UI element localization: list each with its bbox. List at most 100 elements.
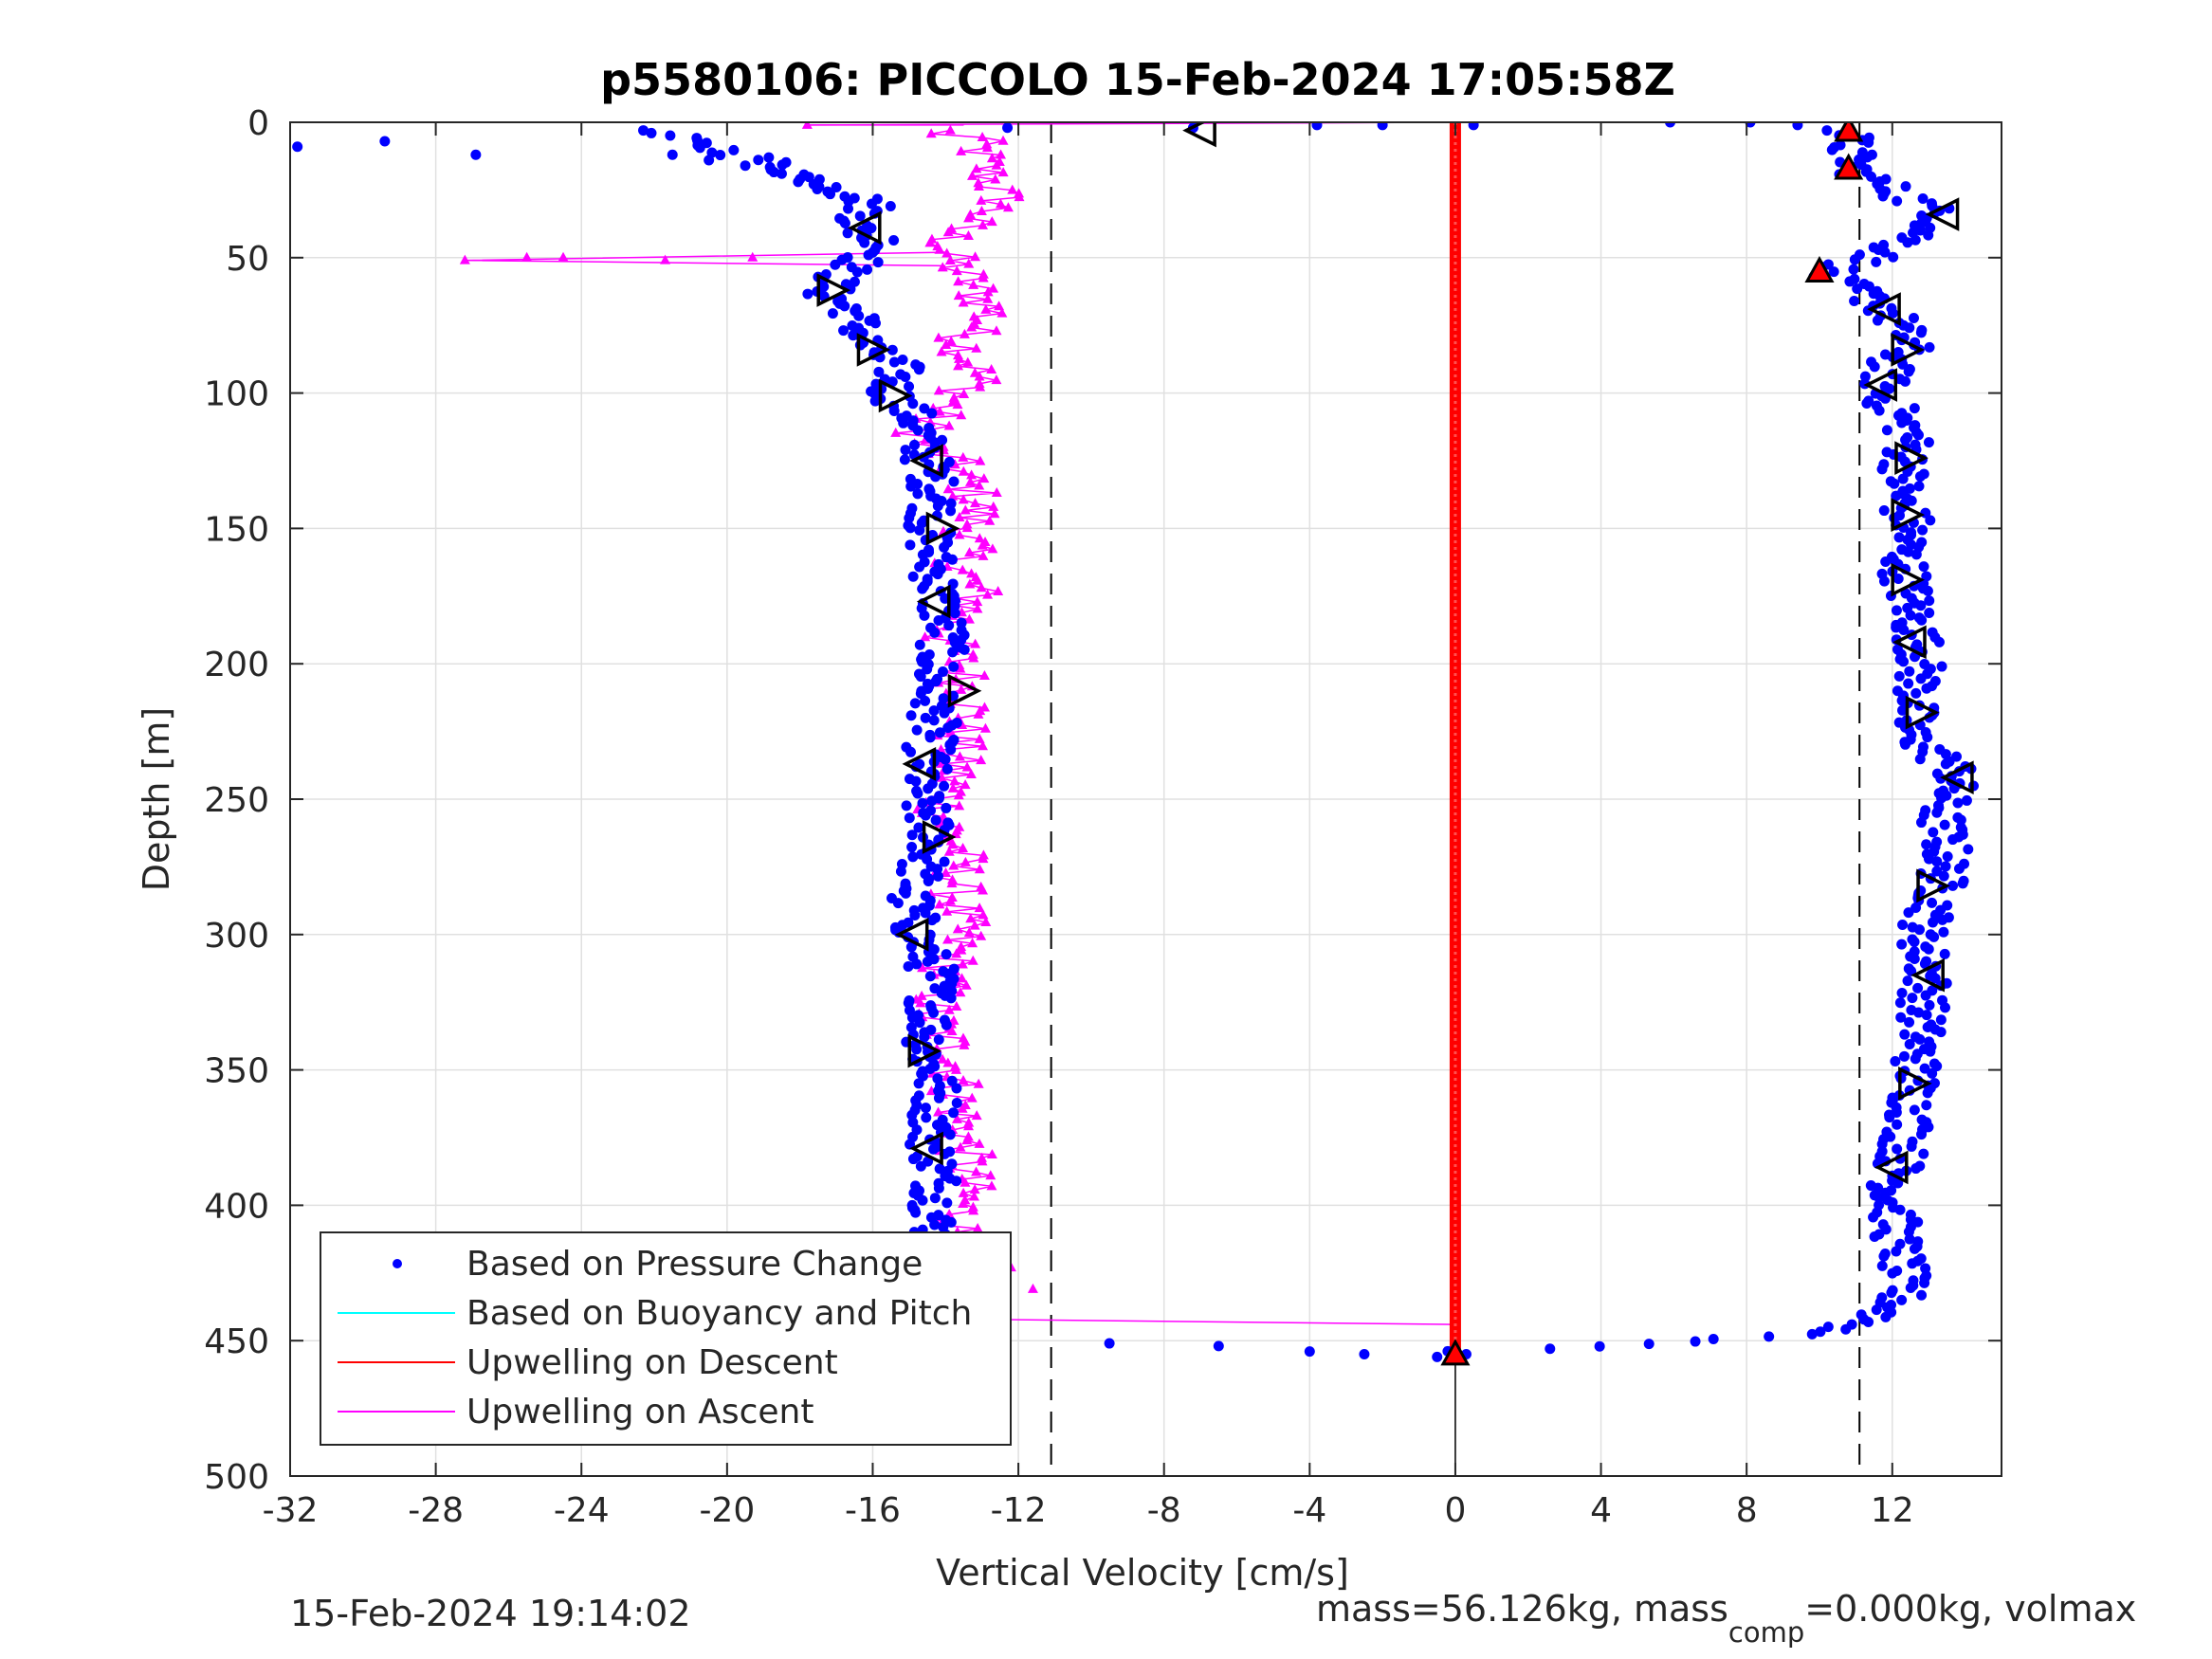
pressure-change-point [1910,549,1922,560]
upwelling-ascent-point [977,539,988,550]
pressure-change-point [1910,687,1922,699]
pressure-change-point [933,1182,944,1194]
pressure-change-point [1923,437,1934,448]
pressure-change-point [1935,1027,1947,1038]
velocity-right-triangle [816,273,851,307]
pressure-change-point [1881,425,1892,436]
upwelling-ascent-point [974,733,985,743]
upwelling-ascent-point [996,149,1007,159]
upwelling-ascent-point [982,286,994,297]
upwelling-ascent-point [957,973,968,983]
pressure-change-point [942,722,954,734]
pressure-change-point [1895,1012,1907,1023]
footer-mass-info: mass=56.126kg, masscomp=0.000kg, volmax [1316,1588,2136,1649]
pressure-change-point [932,569,943,580]
upwelling-ascent-point [964,578,976,589]
upwelling-ascent-point [959,1039,970,1049]
pressure-change-point [1929,931,1940,942]
pressure-change-point [956,617,967,629]
x-tick-label: 8 [1736,1491,1758,1530]
pressure-change-point [1874,1192,1885,1203]
pressure-change-point [1898,656,1910,667]
pressure-change-point [1874,405,1885,416]
pressure-change-point [1880,556,1892,568]
upwelling-ascent-point [933,1106,944,1117]
pressure-change-point [1942,851,1953,863]
upwelling-ascent-point [997,167,1009,177]
pressure-change-point [941,949,952,960]
upwelling-ascent-point [942,483,954,494]
upwelling-ascent-point [971,1110,982,1121]
pressure-change-point [1912,429,1924,441]
upwelling-ascent-point [954,353,965,363]
pressure-change-point [768,167,779,178]
pressure-change-point [901,800,912,811]
upwelling-ascent-point [967,955,978,965]
upwelling-ascent-point [984,515,996,525]
upwelling-ascent-point [1002,202,1014,212]
pressure-change-point [924,971,936,982]
pressure-change-point [1897,704,1909,716]
pressure-change-point [825,189,836,200]
pressure-change-point [1594,1340,1605,1352]
pressure-change-point [1914,471,1926,483]
pressure-change-point [1899,1029,1910,1040]
legend-label-pressure: Based on Pressure Change [466,1245,923,1284]
pressure-change-point [888,356,900,368]
upwelling-ascent-point [976,194,987,205]
pressure-change-point [945,744,957,756]
upwelling-ascent-point [941,934,953,944]
pressure-change-point [1923,943,1934,955]
pressure-change-point [1910,234,1921,246]
pressure-change-point [831,182,842,193]
upwelling-ascent-point [955,663,966,673]
pressure-change-point [905,481,917,492]
upwelling-ascent-point [950,1064,961,1074]
pressure-change-point [292,141,303,153]
pressure-change-point [1892,574,1904,585]
upwelling-ascent-point [961,1135,973,1145]
pressure-change-point [1922,1087,1933,1099]
pressure-change-point [845,283,856,295]
footer-timestamp: 15-Feb-2024 19:14:02 [290,1593,691,1634]
upwelling-ascent-point [957,1103,968,1113]
velocity-left-triangle [894,917,929,952]
velocity-right-triangle [856,333,891,367]
x-tick-label: -12 [991,1491,1047,1530]
velocity-left-triangle [1182,122,1216,148]
pressure-change-point [1924,608,1935,619]
pressure-change-point [1915,673,1927,684]
upwelling-ascent-point [989,508,1000,519]
pressure-change-point [1963,844,1974,855]
upwelling-ascent-point [954,529,965,539]
pressure-change-point [1917,193,1929,205]
y-tick-label: 200 [204,646,269,684]
upwelling-ascent-point [960,504,971,515]
pressure-change-point [917,583,928,594]
highlight-marker [1834,122,1864,142]
pressure-change-point [862,264,873,275]
pressure-change-point [1903,907,1914,919]
upwelling-ascent-point [970,251,981,262]
upwelling-ascent-point [958,297,969,307]
legend-label-descent: Upwelling on Descent [466,1343,838,1382]
pressure-change-point [1899,375,1910,387]
pressure-change-point [941,763,953,775]
pressure-change-point [1876,464,1888,475]
upwelling-ascent-point [954,751,965,761]
upwelling-ascent-point [934,899,945,909]
pressure-change-point [1764,1331,1775,1342]
pressure-change-point [1898,1050,1910,1062]
x-tick-label: 4 [1590,1491,1612,1530]
upwelling-ascent-point [960,779,971,790]
pressure-change-point [900,445,911,456]
upwelling-ascent-point [953,276,964,286]
pressure-change-point [1896,417,1908,428]
upwelling-ascent-point [936,346,947,356]
pressure-change-point [941,1197,953,1209]
upwelling-ascent-point [953,790,964,800]
upwelling-ascent-point [957,564,968,574]
pressure-change-point [842,228,853,239]
upwelling-ascent-point [980,916,992,926]
pressure-change-point [1545,1343,1556,1355]
